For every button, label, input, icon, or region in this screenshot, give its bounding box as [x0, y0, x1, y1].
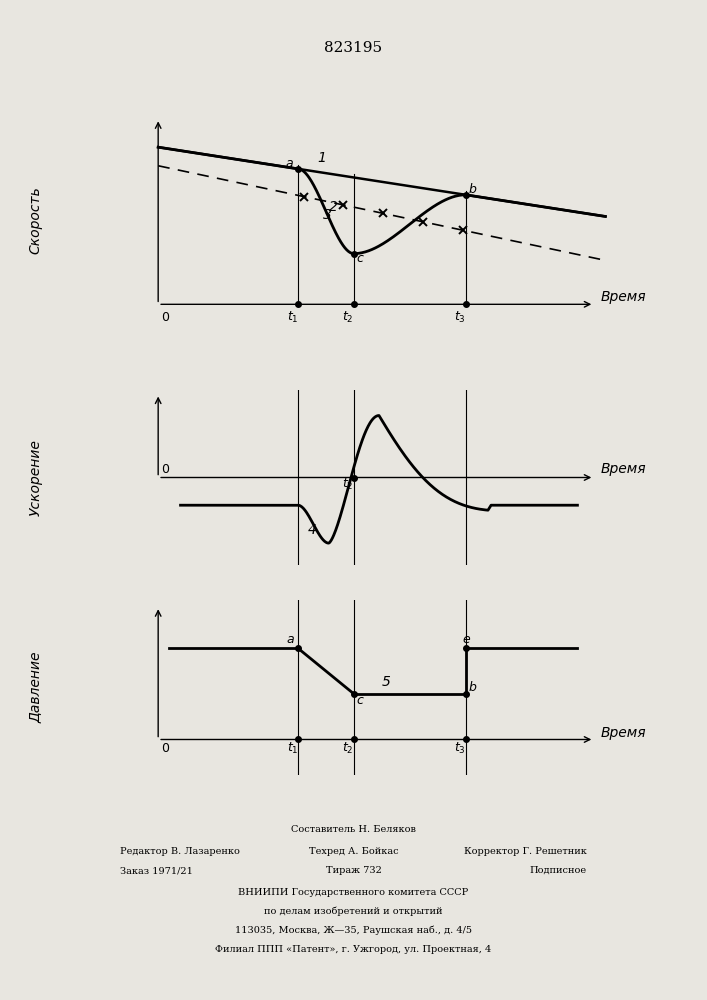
Text: c: c: [356, 252, 363, 265]
Text: Заказ 1971/21: Заказ 1971/21: [120, 866, 193, 875]
Text: Скорость: Скорость: [28, 186, 42, 254]
Text: 1: 1: [317, 151, 327, 165]
Text: b: b: [469, 681, 477, 694]
Text: 0: 0: [161, 311, 169, 324]
Text: ВНИИПИ Государственного комитета СССР: ВНИИПИ Государственного комитета СССР: [238, 888, 469, 897]
Text: Техред А. Бойкас: Техред А. Бойкас: [309, 847, 398, 856]
Text: e: e: [463, 633, 471, 646]
Text: a: a: [286, 157, 293, 170]
Text: $t_1$: $t_1$: [286, 741, 298, 756]
Text: 113035, Москва, Ж—35, Раушская наб., д. 4/5: 113035, Москва, Ж—35, Раушская наб., д. …: [235, 926, 472, 935]
Text: Составитель Н. Беляков: Составитель Н. Беляков: [291, 825, 416, 834]
Text: 0: 0: [161, 463, 169, 476]
Text: 3: 3: [323, 208, 332, 222]
Text: Тираж 732: Тираж 732: [325, 866, 382, 875]
Text: $t_2$: $t_2$: [342, 741, 354, 756]
Text: 2: 2: [329, 200, 337, 214]
Text: $t_3$: $t_3$: [454, 741, 466, 756]
Text: $t_2$: $t_2$: [342, 310, 354, 325]
Text: Филиал ППП «Патент», г. Ужгород, ул. Проектная, 4: Филиал ППП «Патент», г. Ужгород, ул. Про…: [216, 945, 491, 954]
Text: b: b: [469, 183, 477, 196]
Text: по делам изобретений и открытий: по делам изобретений и открытий: [264, 906, 443, 916]
Text: Ускорение: Ускорение: [28, 439, 42, 516]
Text: Подписное: Подписное: [530, 866, 587, 875]
Text: Время: Время: [601, 462, 646, 476]
Text: 4: 4: [308, 523, 317, 537]
Text: Редактор В. Лазаренко: Редактор В. Лазаренко: [120, 847, 240, 856]
Text: c: c: [356, 694, 363, 707]
Text: 823195: 823195: [325, 41, 382, 55]
Text: $t_2$: $t_2$: [342, 477, 354, 492]
Text: Давление: Давление: [28, 652, 42, 723]
Text: $t_1$: $t_1$: [286, 310, 298, 325]
Text: Время: Время: [601, 726, 646, 740]
Text: Время: Время: [601, 290, 646, 304]
Text: a: a: [287, 633, 294, 646]
Text: 5: 5: [382, 675, 391, 689]
Text: $t_3$: $t_3$: [454, 310, 466, 325]
Text: 0: 0: [161, 742, 169, 755]
Text: Корректор Г. Решетник: Корректор Г. Решетник: [464, 847, 587, 856]
